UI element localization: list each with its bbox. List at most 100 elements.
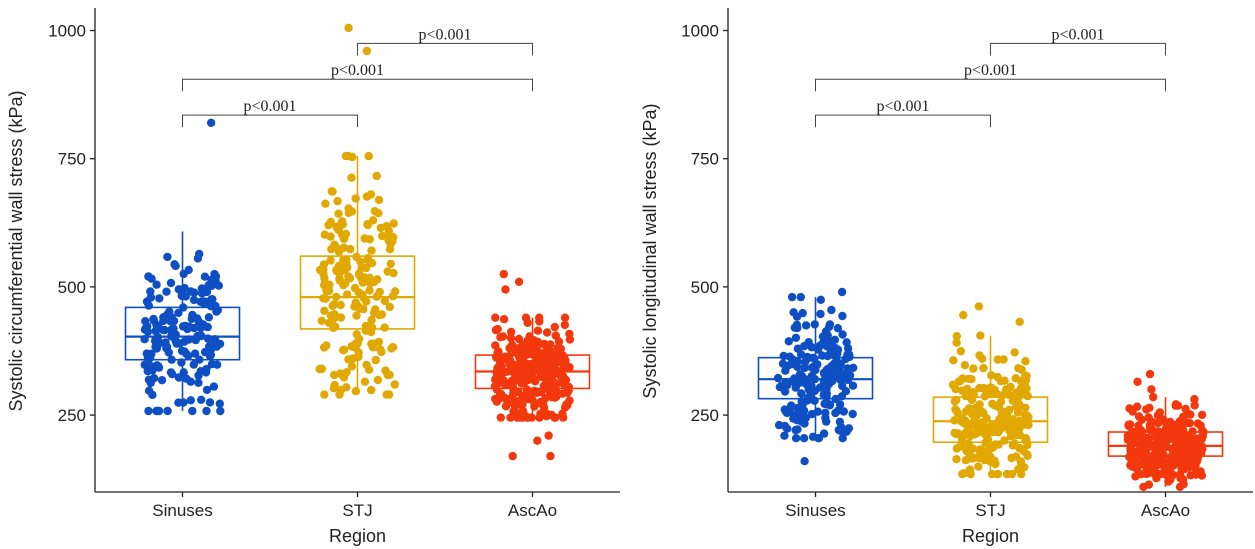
- data-point: [558, 375, 568, 384]
- data-point: [216, 406, 225, 416]
- data-point: [202, 385, 212, 395]
- data-point: [513, 413, 522, 422]
- data-point: [384, 390, 394, 399]
- data-point: [1007, 453, 1016, 463]
- data-point: [835, 417, 845, 427]
- data-point: [145, 361, 155, 370]
- data-point: [162, 287, 171, 296]
- data-point: [506, 381, 516, 390]
- data-point: [972, 429, 981, 438]
- data-point: [496, 413, 505, 422]
- data-point: [541, 394, 550, 403]
- data-point: [194, 378, 203, 387]
- data-point: [177, 358, 186, 367]
- data-point: [1138, 435, 1147, 444]
- data-point: [389, 219, 398, 228]
- data-point: [845, 371, 855, 380]
- data-point: [969, 390, 978, 399]
- data-point: [492, 397, 501, 406]
- data-point: [346, 244, 355, 254]
- data-point: [202, 406, 211, 416]
- data-point: [1128, 462, 1137, 471]
- data-point: [353, 301, 363, 311]
- significance-bracket: p<0.001: [182, 98, 358, 128]
- data-point: [825, 320, 835, 329]
- data-point: [376, 345, 385, 354]
- data-point: [1142, 444, 1151, 453]
- circumferential-stress-panel: 250 500 750 1000 Sinuses STJ AscAo Region Systol…: [6, 8, 620, 546]
- data-point: [556, 344, 566, 353]
- data-point: [826, 346, 835, 356]
- outlier-point: [499, 269, 508, 279]
- data-point: [368, 216, 378, 225]
- data-point: [1000, 376, 1009, 385]
- data-point: [1136, 470, 1146, 479]
- data-point: [978, 354, 987, 363]
- data-point: [952, 332, 961, 341]
- data-point: [554, 337, 564, 346]
- data-point: [801, 321, 811, 330]
- significance-bracket: p<0.001: [357, 26, 533, 56]
- outlier-point: [344, 23, 353, 33]
- data-point: [993, 469, 1002, 479]
- outlier-point: [1145, 369, 1155, 379]
- data-point: [166, 368, 176, 377]
- data-point: [367, 315, 376, 325]
- data-point: [184, 335, 193, 344]
- data-point: [385, 302, 394, 312]
- data-point: [773, 373, 783, 383]
- data-point: [1181, 404, 1190, 414]
- data-point: [539, 366, 549, 375]
- data-point: [982, 414, 991, 423]
- data-point: [813, 407, 822, 416]
- data-point: [181, 292, 190, 301]
- data-point: [950, 416, 959, 425]
- data-point: [336, 300, 345, 310]
- data-point: [1019, 446, 1028, 456]
- data-point: [983, 423, 993, 432]
- data-point: [163, 406, 172, 416]
- points-ascao: [490, 269, 575, 461]
- data-point: [516, 363, 526, 372]
- p-value-label: p<0.001: [418, 26, 471, 43]
- data-point: [799, 406, 809, 415]
- data-point: [1149, 440, 1158, 449]
- data-point: [215, 399, 224, 408]
- data-point: [803, 394, 812, 403]
- bracket-line: [815, 78, 1166, 92]
- data-point: [493, 348, 502, 358]
- data-point: [363, 255, 372, 265]
- data-point: [535, 413, 544, 422]
- y-tick-label: 750: [691, 150, 719, 169]
- data-point: [1132, 427, 1141, 437]
- y-tick-label: 750: [58, 150, 86, 169]
- data-point: [320, 390, 329, 399]
- data-point: [495, 390, 505, 400]
- data-point: [380, 296, 390, 306]
- data-point: [956, 442, 965, 451]
- data-point: [1178, 413, 1188, 422]
- data-point: [523, 413, 532, 422]
- data-point: [810, 320, 819, 329]
- data-point: [1181, 442, 1191, 451]
- data-point: [162, 342, 172, 352]
- data-point: [789, 308, 798, 317]
- data-point: [373, 375, 383, 385]
- data-point: [797, 389, 806, 398]
- data-point: [155, 294, 164, 303]
- data-point: [152, 280, 161, 289]
- data-point: [985, 389, 995, 399]
- points-stj: [948, 302, 1033, 479]
- data-point: [1016, 402, 1025, 411]
- data-point: [1152, 472, 1161, 481]
- data-point: [153, 406, 162, 416]
- data-point: [330, 370, 339, 380]
- data-point: [491, 341, 500, 350]
- data-point: [952, 406, 961, 415]
- data-point: [1128, 452, 1137, 462]
- y-tick-label: 500: [58, 278, 86, 297]
- data-point: [361, 326, 371, 335]
- data-point: [813, 360, 822, 369]
- p-value-label: p<0.001: [331, 62, 384, 79]
- data-point: [320, 306, 329, 315]
